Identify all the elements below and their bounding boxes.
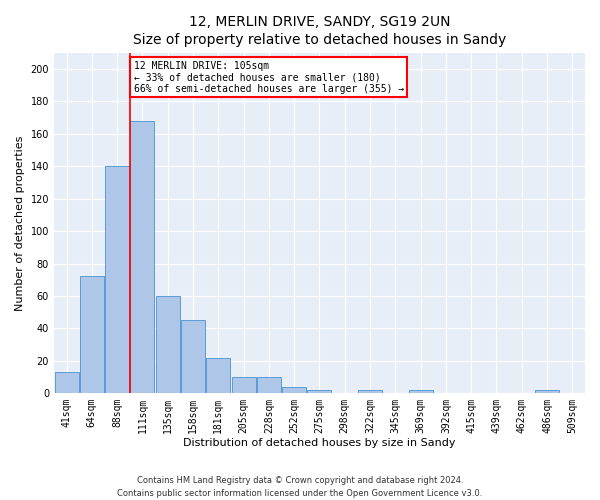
Bar	[156, 296, 180, 393]
Bar	[232, 377, 256, 393]
Bar	[282, 386, 306, 393]
Bar	[206, 358, 230, 393]
Bar	[105, 166, 129, 393]
Bar	[55, 372, 79, 393]
Text: Contains HM Land Registry data © Crown copyright and database right 2024.
Contai: Contains HM Land Registry data © Crown c…	[118, 476, 482, 498]
X-axis label: Distribution of detached houses by size in Sandy: Distribution of detached houses by size …	[183, 438, 456, 448]
Bar	[130, 121, 154, 393]
Bar	[181, 320, 205, 393]
Bar	[307, 390, 331, 393]
Bar	[409, 390, 433, 393]
Bar	[80, 276, 104, 393]
Text: 12 MERLIN DRIVE: 105sqm
← 33% of detached houses are smaller (180)
66% of semi-d: 12 MERLIN DRIVE: 105sqm ← 33% of detache…	[134, 61, 404, 94]
Bar	[257, 377, 281, 393]
Y-axis label: Number of detached properties: Number of detached properties	[15, 136, 25, 310]
Title: 12, MERLIN DRIVE, SANDY, SG19 2UN
Size of property relative to detached houses i: 12, MERLIN DRIVE, SANDY, SG19 2UN Size o…	[133, 15, 506, 48]
Bar	[535, 390, 559, 393]
Bar	[358, 390, 382, 393]
